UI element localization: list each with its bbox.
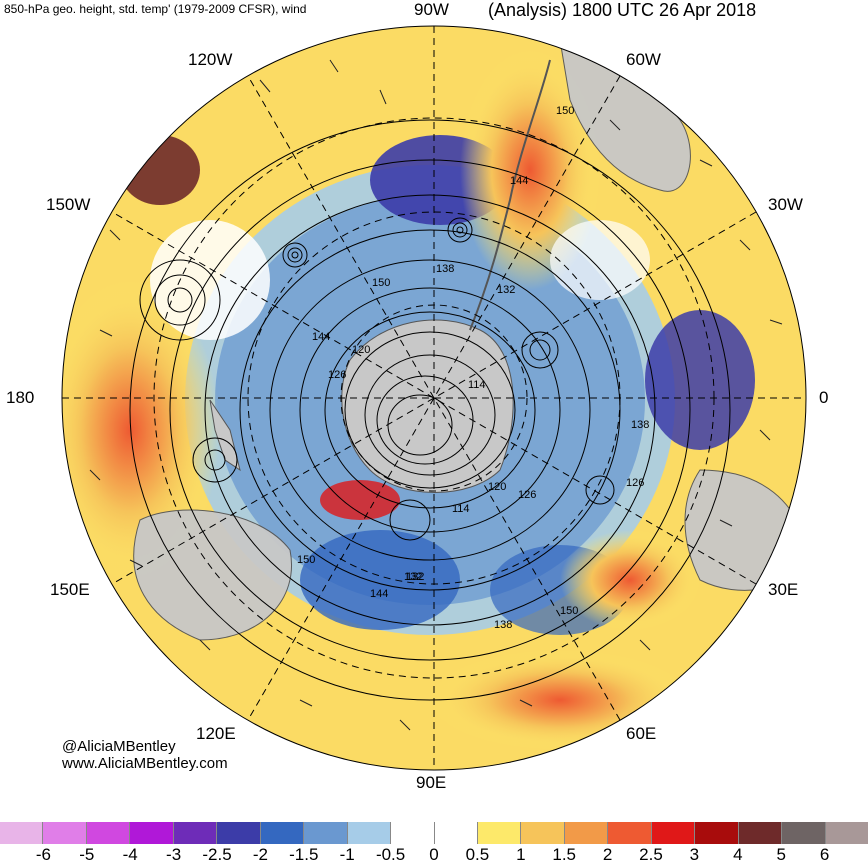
contour-label: 132: [406, 571, 424, 583]
colorbar-swatch: [303, 822, 347, 844]
contour-label: 120: [488, 481, 506, 493]
credit: @AliciaMBentley www.AliciaMBentley.com: [62, 738, 228, 772]
colorbar-swatch: [563, 822, 608, 844]
colorbar-ticks: -6 -5 -4 -3 -2.5 -2 -1.5 -1 -0.5 0 0.5 1 1.5 2 2.5 3 4 5 6: [0, 845, 868, 865]
lon-label-120w: 120W: [188, 50, 233, 69]
colorbar-tick-label: 5: [776, 845, 786, 864]
contour-label: 150: [372, 277, 390, 289]
colorbar-swatch: [737, 822, 782, 844]
colorbar-tick-label: 2.5: [639, 845, 663, 864]
contour-label: 144: [312, 331, 330, 343]
colorbar-tick-label: 3: [689, 845, 700, 864]
colorbar-tick-label: -0.5: [375, 845, 406, 864]
lon-label-30e: 30E: [768, 580, 799, 599]
colorbar-tick-label: 2: [602, 845, 613, 864]
colorbar-swatch: [781, 822, 825, 844]
colorbar-swatch: [824, 822, 868, 844]
graticule: [61, 25, 807, 771]
colorbar-tick-label: -2: [252, 845, 268, 864]
lon-label-150w: 150W: [46, 195, 91, 214]
colorbar-swatch: [85, 822, 130, 844]
colorbar-tick-label: -1: [339, 845, 355, 864]
colorbar-tick-label: 6: [819, 845, 830, 864]
colorbar-tick-label: 1.5: [552, 845, 577, 864]
lon-label-60w: 60W: [626, 50, 661, 69]
lon-label-90e: 90E: [416, 773, 447, 792]
lon-label-90w: 90W: [414, 0, 449, 19]
lon-label-180: 180: [6, 388, 35, 407]
colorbar-swatch: [0, 822, 43, 844]
contour-label: 150: [556, 105, 574, 117]
lon-label-30w: 30W: [768, 195, 803, 214]
colorbar-swatch: [346, 822, 391, 844]
contour-labels: 150 144 138 132 126 120 114 150 144 138 …: [297, 105, 649, 631]
colorbar-swatch: [433, 822, 477, 844]
contour-label: 126: [626, 477, 644, 489]
colorbar-tick-label: 0: [429, 845, 439, 864]
colorbar-swatch: [476, 822, 521, 844]
colorbar-swatch: [390, 822, 434, 844]
colorbar-swatch: [650, 822, 695, 844]
contour-label: 132: [497, 284, 515, 296]
lon-label-0: 0: [819, 388, 829, 407]
contour-label: 138: [631, 419, 649, 431]
contour-label: 114: [468, 379, 486, 391]
colorbar-tick-label: 1: [516, 845, 526, 864]
contour-label: 132: [404, 571, 422, 583]
map-title: (Analysis) 1800 UTC 26 Apr 2018: [488, 0, 757, 20]
colorbar-swatch: [694, 822, 738, 844]
contour-label: 120: [352, 344, 370, 356]
height-contours: [129, 119, 731, 701]
colorbar-swatch: [607, 822, 651, 844]
lon-label-150e: 150E: [50, 580, 90, 599]
contour-label: 138: [494, 619, 512, 631]
contour-label: 126: [518, 489, 536, 501]
contour-label: 114: [452, 503, 470, 515]
colorbar-tick-label: -2.5: [202, 845, 232, 864]
contour-label: 150: [297, 554, 315, 566]
lon-label-120e: 120E: [196, 724, 236, 743]
colorbar-swatch: [259, 822, 304, 844]
colorbar: [0, 822, 868, 844]
colorbar-swatch: [129, 822, 173, 844]
credit-handle: @AliciaMBentley: [62, 738, 176, 755]
colorbar-tick-label: -3: [166, 845, 182, 864]
colorbar-tick-label: -4: [122, 845, 138, 864]
colorbar-swatch: [520, 822, 564, 844]
lon-label-60e: 60E: [626, 724, 657, 743]
credit-website: www.AliciaMBentley.com: [62, 755, 228, 772]
polar-map: 150 144 138 132 126 120 114 150 144 138 …: [61, 25, 807, 771]
colorbar-swatch: [172, 822, 217, 844]
contour-label: 150: [560, 605, 578, 617]
colorbar-tick-label: -5: [79, 845, 95, 864]
contour-label: 144: [510, 175, 528, 187]
contour-label: 144: [370, 588, 388, 600]
map-subtitle: 850-hPa geo. height, std. temp' (1979-20…: [4, 2, 307, 16]
colorbar-swatch: [42, 822, 86, 844]
contour-label: 138: [436, 263, 454, 275]
colorbar-tick-label: 4: [733, 845, 743, 864]
colorbar-tick-label: -6: [35, 845, 51, 864]
colorbar-tick-label: 0.5: [465, 845, 490, 864]
colorbar-swatch: [216, 822, 260, 844]
colorbar-tick-label: -1.5: [289, 845, 319, 864]
contour-label: 126: [328, 369, 346, 381]
